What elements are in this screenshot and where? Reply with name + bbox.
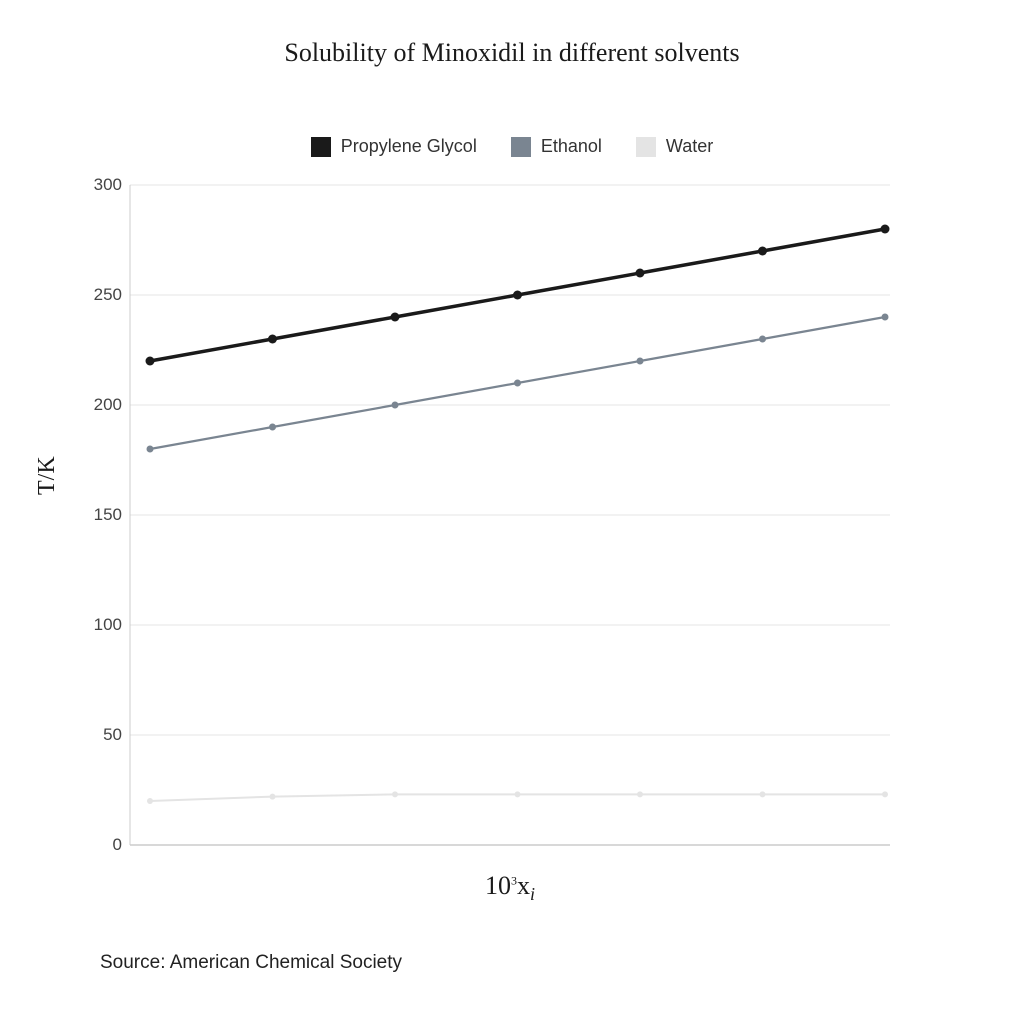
y-tick-label: 200 — [94, 395, 122, 415]
legend-item-propylene-glycol: Propylene Glycol — [311, 136, 477, 157]
source-label: Source: American Chemical Society — [100, 952, 402, 974]
legend-swatch — [511, 137, 531, 157]
x-axis-title: 103xi — [130, 871, 890, 905]
y-tick-label: 50 — [103, 725, 122, 745]
chart-title: Solubility of Minoxidil in different sol… — [0, 0, 1024, 68]
y-tick-label: 0 — [113, 835, 122, 855]
legend-swatch — [636, 137, 656, 157]
legend-label: Propylene Glycol — [341, 136, 477, 157]
y-tick-label: 150 — [94, 505, 122, 525]
legend-swatch — [311, 137, 331, 157]
y-axis: 050100150200250300 — [75, 185, 130, 845]
legend-label: Ethanol — [541, 136, 602, 157]
y-tick-label: 100 — [94, 615, 122, 635]
legend-item-water: Water — [636, 136, 713, 157]
legend-label: Water — [666, 136, 713, 157]
legend: Propylene Glycol Ethanol Water — [0, 136, 1024, 157]
plot-area: 050100150200250300 103xi — [130, 185, 890, 845]
legend-item-ethanol: Ethanol — [511, 136, 602, 157]
y-axis-title: T/K — [34, 456, 61, 495]
chart-svg — [130, 185, 890, 845]
y-tick-label: 250 — [94, 285, 122, 305]
y-tick-label: 300 — [94, 175, 122, 195]
